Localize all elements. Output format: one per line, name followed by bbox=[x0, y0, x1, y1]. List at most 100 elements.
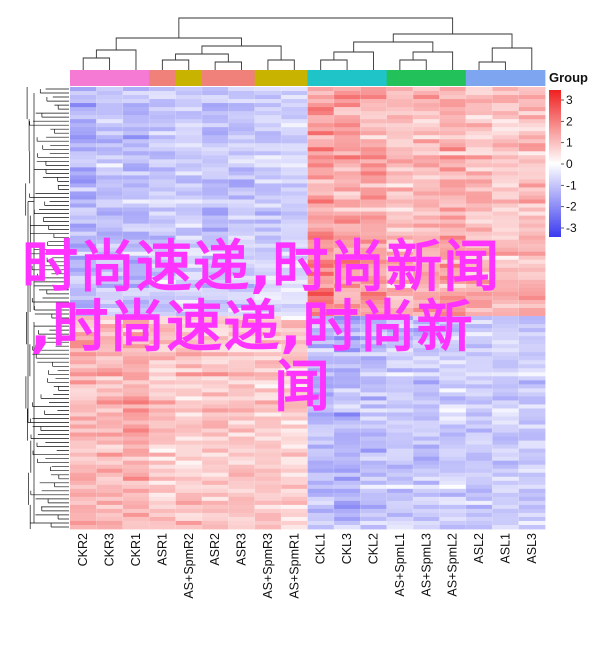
heatmap-cell bbox=[149, 420, 176, 425]
heatmap-cell bbox=[228, 295, 256, 301]
heatmap-cell bbox=[360, 380, 388, 385]
heatmap-cell bbox=[465, 320, 493, 325]
heatmap-cell bbox=[254, 436, 282, 441]
heatmap-cell bbox=[96, 420, 124, 425]
heatmap-cell bbox=[386, 235, 414, 241]
heatmap-cell bbox=[70, 87, 97, 92]
heatmap-cell bbox=[518, 171, 546, 176]
heatmap-cell bbox=[201, 432, 229, 437]
heatmap-cell bbox=[307, 199, 335, 204]
heatmap-cell bbox=[228, 199, 256, 204]
heatmap-cell bbox=[281, 263, 308, 269]
heatmap-cell bbox=[386, 336, 414, 341]
heatmap-cell bbox=[307, 191, 335, 196]
heatmap-cell bbox=[492, 456, 520, 462]
heatmap-cell bbox=[307, 131, 335, 136]
heatmap-cell bbox=[360, 199, 388, 204]
heatmap-cell bbox=[70, 324, 97, 329]
heatmap-cell bbox=[96, 484, 124, 490]
heatmap-cell bbox=[492, 87, 520, 92]
heatmap-cell bbox=[122, 452, 150, 458]
heatmap-cell bbox=[413, 396, 440, 401]
heatmap-cell bbox=[518, 376, 546, 381]
heatmap-cell bbox=[149, 195, 176, 200]
heatmap-cell bbox=[122, 472, 150, 478]
heatmap-cell bbox=[439, 291, 467, 297]
heatmap-cell bbox=[360, 400, 388, 405]
heatmap-cell bbox=[175, 243, 203, 249]
heatmap-cell bbox=[201, 440, 229, 446]
heatmap-cell bbox=[386, 524, 414, 530]
heatmap-cell bbox=[465, 239, 493, 245]
dendrogram-branch bbox=[201, 45, 282, 60]
heatmap-cell bbox=[465, 191, 493, 196]
heatmap-cell bbox=[175, 420, 203, 425]
heatmap-cell bbox=[518, 291, 546, 297]
heatmap-cell bbox=[254, 207, 282, 212]
heatmap-cell bbox=[518, 308, 546, 313]
heatmap-cell bbox=[413, 187, 440, 192]
heatmap-cell bbox=[201, 380, 229, 385]
heatmap-cell bbox=[439, 448, 467, 454]
heatmap-cell bbox=[281, 219, 308, 225]
heatmap-cell bbox=[228, 151, 256, 156]
heatmap-cell bbox=[175, 191, 203, 196]
heatmap-cell bbox=[465, 211, 493, 216]
heatmap-cell bbox=[413, 135, 440, 140]
heatmap-cell bbox=[439, 380, 467, 385]
heatmap-cell bbox=[386, 308, 414, 313]
heatmap-cell bbox=[386, 139, 414, 144]
heatmap-cell bbox=[465, 380, 493, 385]
heatmap-cell bbox=[70, 368, 97, 373]
heatmap-cell bbox=[281, 195, 308, 200]
group-bar-cell bbox=[228, 70, 256, 86]
heatmap-cell bbox=[492, 408, 520, 413]
heatmap-cell bbox=[465, 392, 493, 397]
heatmap-cell bbox=[386, 512, 414, 518]
heatmap-cell bbox=[175, 95, 203, 100]
heatmap-cell bbox=[518, 408, 546, 413]
heatmap-cell bbox=[201, 195, 229, 200]
heatmap-cell bbox=[386, 324, 414, 329]
heatmap-cell bbox=[228, 287, 256, 293]
heatmap-cell bbox=[413, 408, 440, 413]
dendrogram-branch bbox=[267, 59, 295, 70]
heatmap-cell bbox=[149, 384, 176, 389]
heatmap-cell bbox=[307, 155, 335, 160]
heatmap-cell bbox=[492, 468, 520, 474]
heatmap-cell bbox=[70, 444, 97, 450]
heatmap-cell bbox=[281, 440, 308, 446]
heatmap-cell bbox=[70, 159, 97, 164]
heatmap-cell bbox=[281, 111, 308, 116]
heatmap-cell bbox=[201, 171, 229, 176]
heatmap-cell bbox=[175, 368, 203, 373]
heatmap-cell bbox=[96, 231, 124, 237]
heatmap-cell bbox=[281, 420, 308, 425]
heatmap-cell bbox=[492, 295, 520, 301]
dendrogram-branch bbox=[161, 59, 190, 70]
heatmap-cell bbox=[122, 103, 150, 108]
heatmap-cell bbox=[492, 115, 520, 120]
heatmap-cell bbox=[70, 452, 97, 458]
heatmap-cell bbox=[254, 179, 282, 184]
heatmap-cell bbox=[333, 259, 361, 265]
heatmap-cell bbox=[149, 440, 176, 446]
heatmap-cell bbox=[149, 476, 176, 482]
heatmap-cell bbox=[96, 295, 124, 301]
heatmap-cell bbox=[307, 187, 335, 192]
heatmap-cell bbox=[386, 207, 414, 212]
color-scale-tick-label: -3 bbox=[566, 221, 577, 235]
heatmap-cell bbox=[228, 299, 256, 305]
heatmap-cell bbox=[149, 424, 176, 429]
heatmap-cell bbox=[175, 476, 203, 482]
heatmap-cell bbox=[439, 312, 467, 317]
heatmap-cell bbox=[254, 195, 282, 200]
heatmap-cell bbox=[201, 251, 229, 257]
dendrogram-branch bbox=[95, 49, 137, 70]
heatmap-cell bbox=[439, 440, 467, 446]
heatmap-cell bbox=[439, 520, 467, 526]
heatmap-cell bbox=[122, 255, 150, 261]
heatmap-cell bbox=[307, 275, 335, 281]
heatmap-cell bbox=[122, 428, 150, 433]
heatmap-cell bbox=[228, 203, 256, 208]
